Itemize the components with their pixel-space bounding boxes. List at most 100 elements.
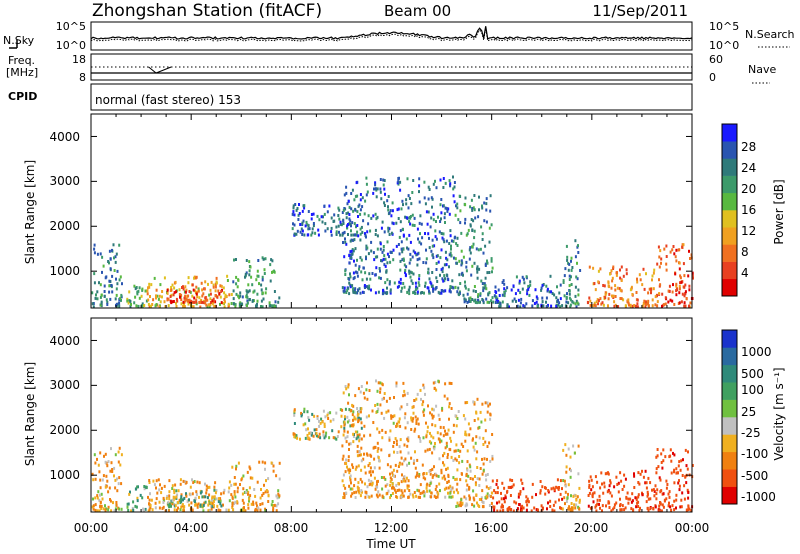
scatter-cell (446, 209, 449, 213)
scatter-cell (400, 207, 403, 211)
scatter-cell (444, 429, 446, 433)
scatter-cell (402, 203, 404, 207)
scatter-cell (104, 485, 107, 489)
scatter-cell (605, 504, 607, 508)
scatter-cell (416, 488, 419, 492)
scatter-cell (481, 489, 484, 493)
scatter-cell (458, 194, 461, 198)
scatter-cell (444, 477, 447, 481)
scatter-cell (183, 303, 185, 307)
scatter-cell (470, 198, 473, 202)
scatter-cell (559, 283, 562, 287)
scatter-cell (337, 206, 340, 210)
scatter-cell (660, 452, 663, 456)
scatter-cell (374, 233, 377, 236)
scatter-cell (469, 251, 472, 255)
scatter-cell (530, 509, 533, 513)
scatter-cell (450, 254, 453, 258)
scatter-cell (116, 282, 119, 286)
scatter-cell (396, 424, 399, 428)
scatter-cell (217, 500, 220, 504)
scatter-cell (692, 276, 694, 280)
scatter-cell (214, 285, 217, 289)
scatter-cell (474, 481, 477, 485)
scatter-cell (348, 205, 351, 209)
scatter-cell (413, 216, 416, 220)
scatter-cell (134, 287, 137, 291)
colorbar-swatch (722, 364, 737, 383)
scatter-cell (533, 506, 536, 510)
scatter-cell (132, 508, 135, 512)
scatter-cell (344, 486, 347, 490)
scatter-cell (485, 202, 488, 206)
scatter-cell (415, 397, 418, 401)
scatter-cell (391, 201, 394, 205)
scatter-cell (665, 262, 668, 266)
scatter-cell (558, 291, 561, 295)
scatter-cell (418, 274, 421, 277)
scatter-cell (230, 493, 233, 497)
scatter-cell (357, 481, 360, 485)
scatter-cell (96, 290, 99, 294)
scatter-cell (508, 486, 511, 489)
scatter-cell (474, 298, 477, 302)
scatter-cell (476, 267, 479, 271)
scatter-cell (407, 451, 410, 455)
scatter-cell (418, 474, 421, 478)
scatter-cell (588, 483, 591, 487)
scatter-cell (416, 286, 419, 290)
scatter-cell (297, 213, 300, 217)
scatter-cell (310, 433, 313, 437)
scatter-cell (333, 213, 336, 217)
scatter-cell (352, 290, 355, 294)
scatter-cell (106, 464, 109, 468)
scatter-cell (259, 496, 262, 500)
scatter-cell (188, 298, 191, 302)
scatter-cell (393, 441, 395, 444)
scatter-cell (343, 193, 346, 197)
scatter-cell (342, 222, 345, 225)
scatter-cell (419, 388, 422, 392)
scatter-cell (270, 503, 273, 507)
scatter-cell (212, 505, 215, 509)
scatter-cell (684, 448, 687, 452)
scatter-cell (432, 474, 435, 478)
scatter-cell (168, 494, 171, 498)
scatter-cell (430, 282, 433, 286)
scatter-cell (346, 226, 349, 230)
scatter-cell (506, 303, 509, 307)
scatter-cell (93, 251, 96, 255)
scatter-cell (245, 490, 248, 494)
scatter-cell (388, 438, 391, 442)
scatter-cell (350, 256, 353, 259)
scatter-cell (146, 289, 149, 293)
scatter-cell (349, 478, 352, 482)
scatter-cell (378, 493, 381, 497)
scatter-cell (556, 285, 558, 289)
scatter-cell (506, 305, 509, 309)
scatter-cell (395, 424, 398, 428)
scatter-cell (204, 296, 207, 300)
scatter-cell (292, 222, 294, 226)
scatter-cell (126, 502, 129, 506)
scatter-cell (351, 413, 354, 417)
scatter-cell (646, 494, 649, 498)
scatter-cell (401, 258, 404, 262)
scatter-cell (366, 190, 369, 194)
scatter-cell (481, 402, 484, 406)
scatter-cell (296, 436, 299, 440)
scatter-cell (174, 483, 177, 487)
scatter-cell (206, 305, 209, 309)
scatter-cell (342, 454, 345, 458)
scatter-cell (636, 280, 639, 284)
scatter-cell (345, 387, 348, 391)
scatter-cell (597, 269, 600, 273)
scatter-cell (474, 216, 477, 220)
scatter-cell (483, 219, 486, 223)
scatter-cell (450, 382, 453, 385)
scatter-cell (564, 484, 567, 488)
scatter-cell (591, 485, 594, 489)
scatter-cell (457, 218, 460, 222)
scatter-cell (353, 276, 356, 280)
scatter-cell (403, 389, 406, 393)
